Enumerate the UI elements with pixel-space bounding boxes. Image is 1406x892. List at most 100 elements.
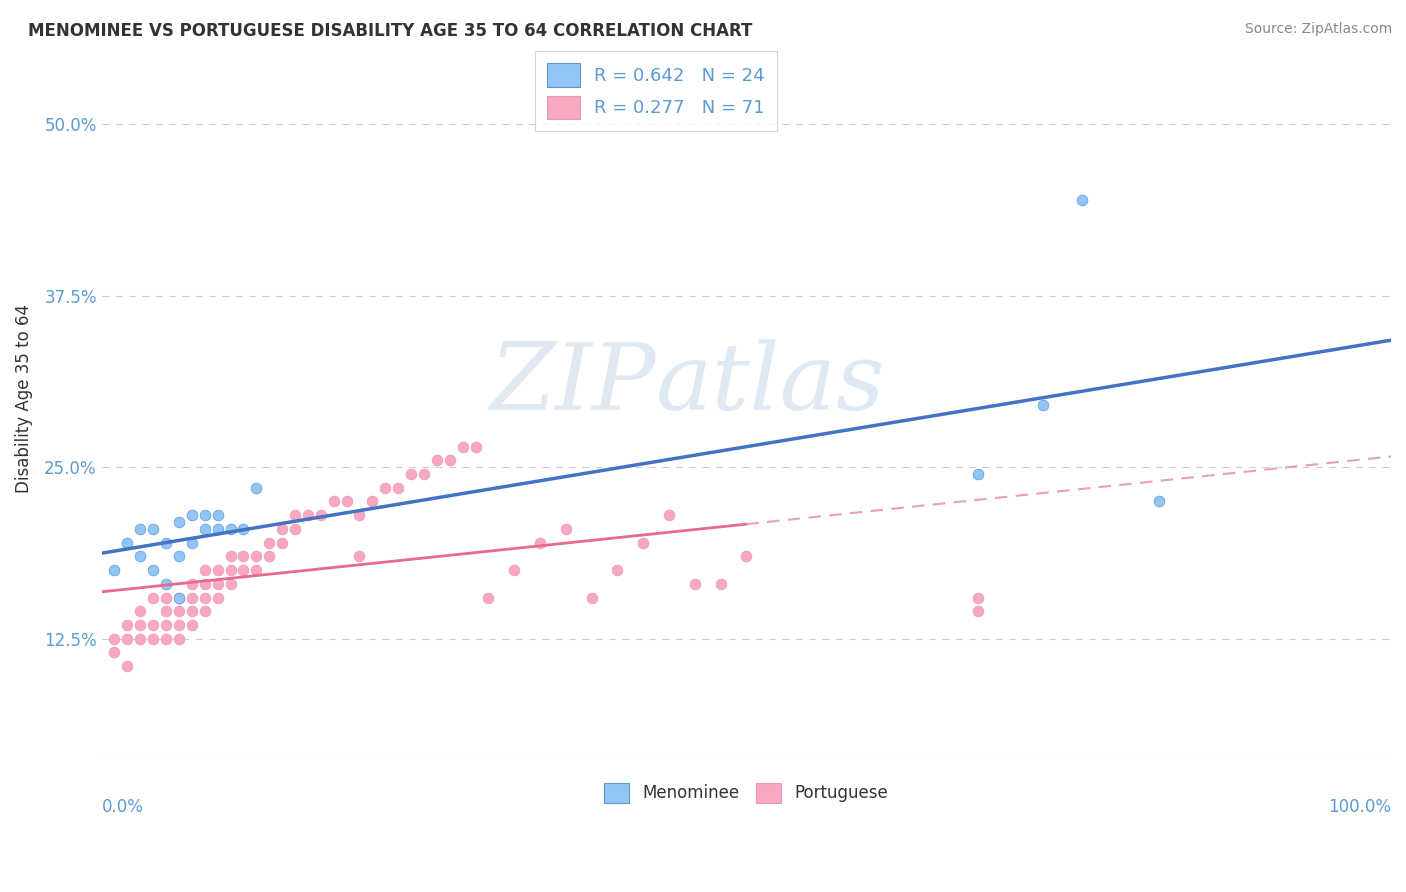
Point (117, 632, 139, 646)
Point (451, 440, 474, 454)
Point (194, 522, 217, 536)
Text: Source: ZipAtlas.com: Source: ZipAtlas.com (1244, 22, 1392, 37)
Point (477, 591, 499, 605)
Text: ZIP: ZIP (489, 339, 657, 429)
Point (349, 508, 371, 523)
Text: 0.0%: 0.0% (101, 798, 143, 816)
Point (271, 535, 294, 549)
Point (155, 591, 177, 605)
Point (257, 549, 280, 564)
Point (219, 576, 242, 591)
Point (194, 604, 217, 618)
Point (361, 494, 384, 508)
Point (219, 522, 242, 536)
Point (155, 535, 177, 549)
Point (167, 591, 190, 605)
Point (167, 515, 190, 529)
Point (1070, 193, 1092, 207)
Point (180, 591, 202, 605)
Point (180, 604, 202, 618)
Point (117, 659, 139, 673)
Point (529, 535, 551, 549)
Point (194, 563, 217, 577)
Point (439, 453, 461, 467)
Point (207, 591, 229, 605)
Point (167, 591, 190, 605)
Point (180, 535, 202, 549)
Point (245, 481, 267, 495)
Point (194, 508, 217, 523)
Point (180, 618, 202, 632)
Point (232, 549, 254, 564)
Point (129, 549, 152, 564)
Text: 100.0%: 100.0% (1329, 798, 1391, 816)
Point (322, 494, 344, 508)
Text: MENOMINEE VS PORTUGUESE DISABILITY AGE 35 TO 64 CORRELATION CHART: MENOMINEE VS PORTUGUESE DISABILITY AGE 3… (28, 22, 752, 40)
Point (155, 576, 177, 591)
Point (194, 576, 217, 591)
Point (297, 508, 319, 523)
Point (1147, 494, 1170, 508)
Point (735, 549, 758, 564)
Point (155, 632, 177, 646)
Point (967, 591, 990, 605)
Point (284, 522, 307, 536)
Point (349, 549, 371, 564)
Point (967, 467, 990, 481)
Point (399, 467, 422, 481)
Point (284, 508, 307, 523)
Point (245, 549, 267, 564)
Point (207, 508, 229, 523)
Point (180, 508, 202, 523)
Point (232, 563, 254, 577)
Point (180, 576, 202, 591)
Point (967, 604, 990, 618)
Point (167, 632, 190, 646)
Point (129, 618, 152, 632)
Point (581, 591, 603, 605)
Legend: R = 0.642   N = 24, R = 0.277   N = 71: R = 0.642 N = 24, R = 0.277 N = 71 (534, 51, 778, 131)
Point (658, 508, 681, 523)
Point (232, 522, 254, 536)
Point (554, 522, 576, 536)
Point (142, 632, 165, 646)
Point (155, 604, 177, 618)
Point (1032, 399, 1054, 413)
Point (413, 467, 436, 481)
Point (336, 494, 359, 508)
Point (129, 604, 152, 618)
Point (129, 522, 152, 536)
Point (426, 453, 449, 467)
Point (683, 576, 706, 591)
Point (245, 563, 267, 577)
Point (207, 563, 229, 577)
Point (142, 522, 165, 536)
Point (709, 576, 731, 591)
Point (117, 618, 139, 632)
Point (142, 591, 165, 605)
Point (167, 549, 190, 564)
Point (103, 563, 125, 577)
Point (167, 604, 190, 618)
Point (167, 618, 190, 632)
Point (207, 576, 229, 591)
Point (309, 508, 332, 523)
Point (606, 563, 628, 577)
Y-axis label: Disability Age 35 to 64: Disability Age 35 to 64 (15, 304, 32, 493)
Point (219, 563, 242, 577)
Point (271, 522, 294, 536)
Text: atlas: atlas (657, 339, 886, 429)
Point (464, 440, 486, 454)
Point (207, 522, 229, 536)
Point (155, 618, 177, 632)
Point (117, 535, 139, 549)
Point (103, 632, 125, 646)
Point (219, 549, 242, 564)
Point (103, 645, 125, 659)
Point (194, 591, 217, 605)
Point (631, 535, 654, 549)
Point (387, 481, 409, 495)
Point (142, 618, 165, 632)
Point (503, 563, 526, 577)
Point (374, 481, 396, 495)
